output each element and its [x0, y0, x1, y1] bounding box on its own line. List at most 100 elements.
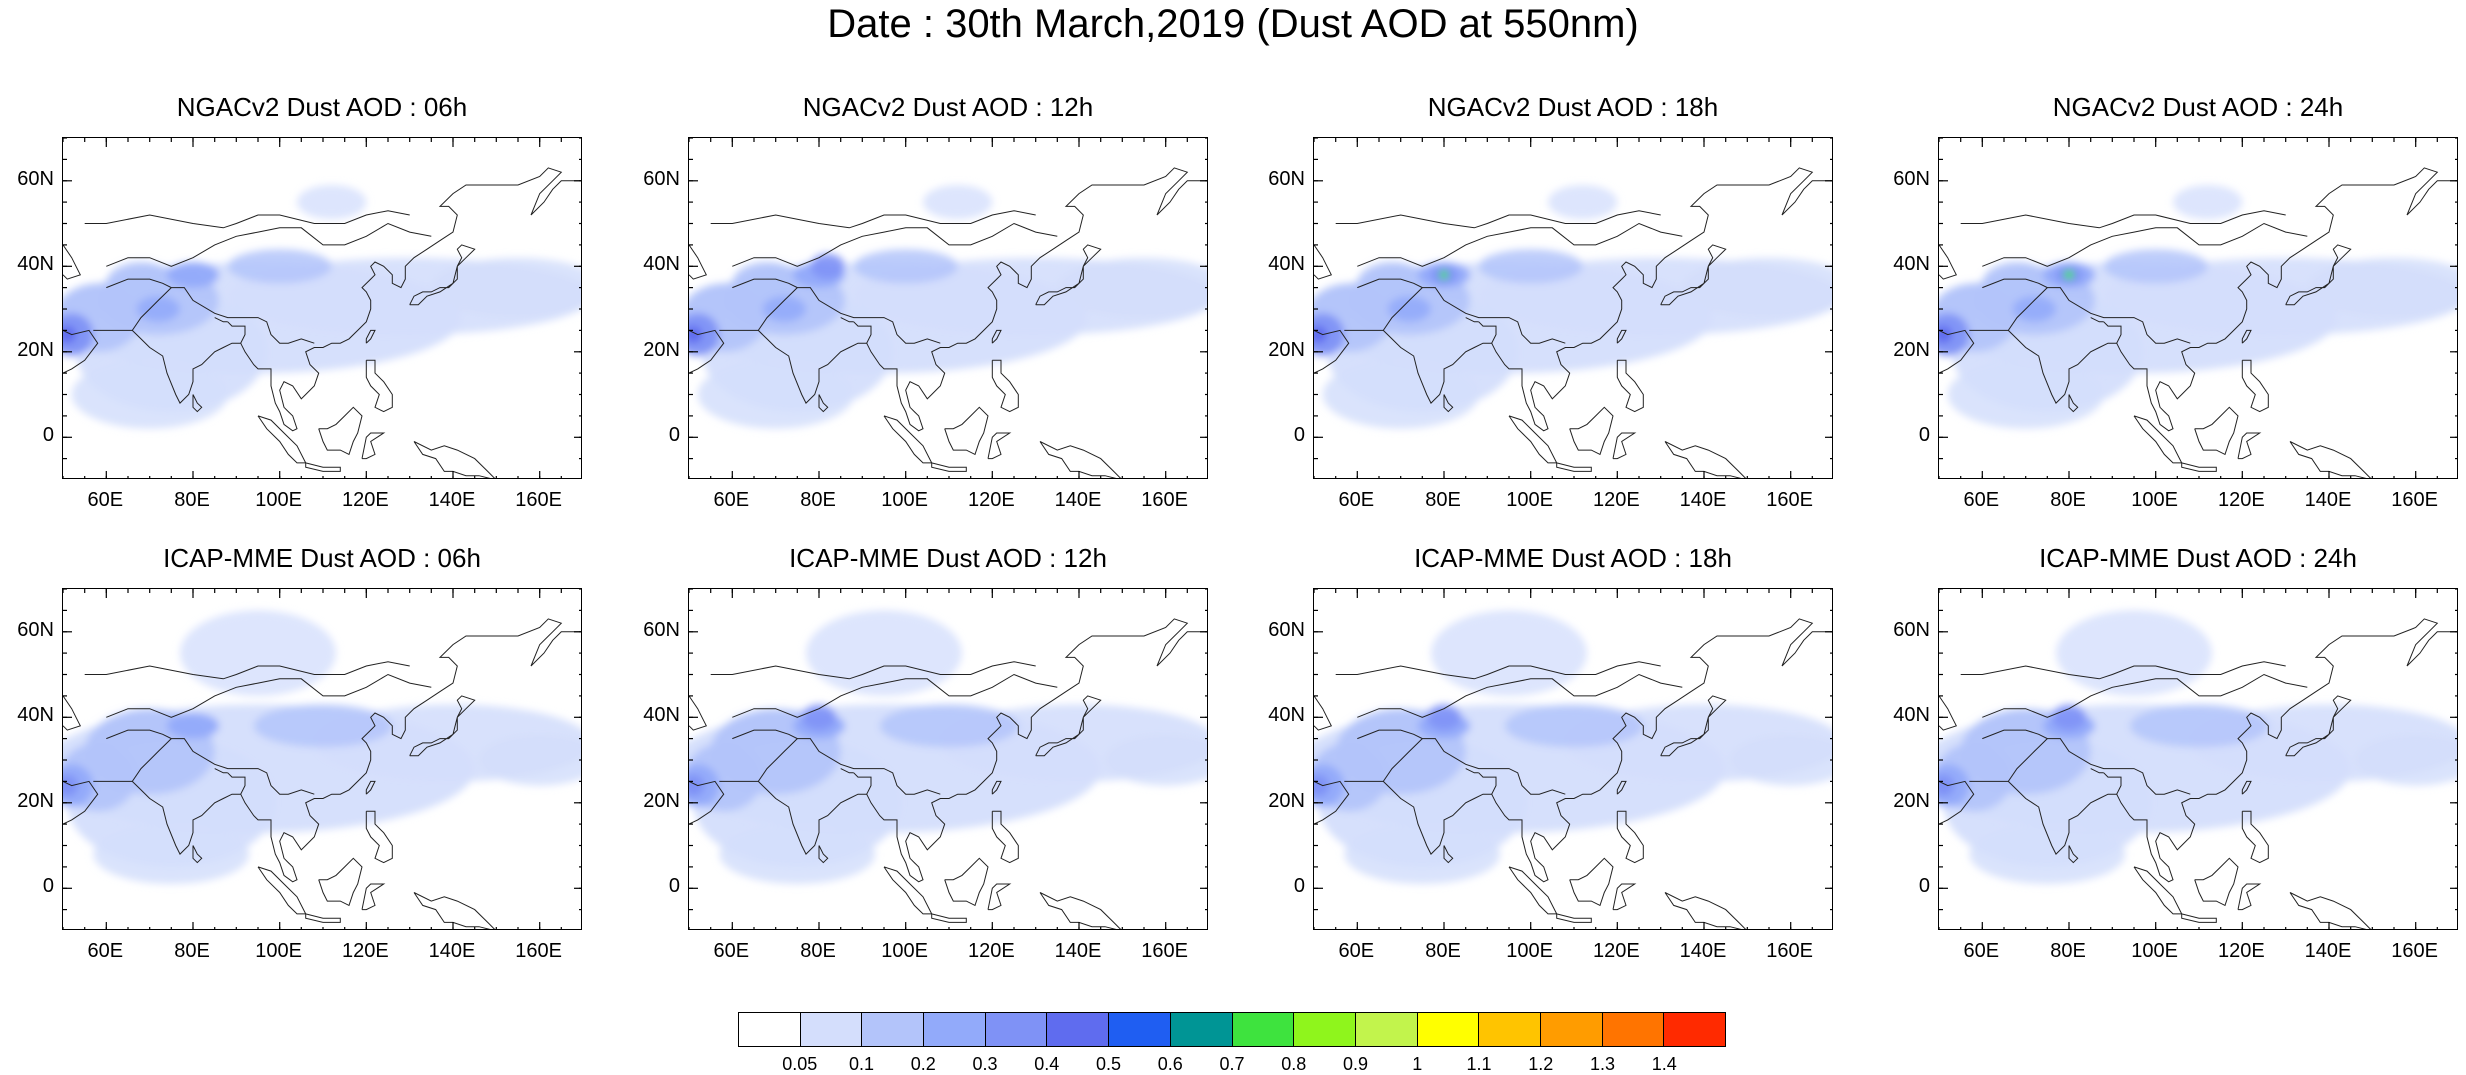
lon-tick-label: 80E	[2050, 940, 2086, 962]
figure-title: Date : 30th March,2019 (Dust AOD at 550n…	[827, 2, 1639, 46]
dust-region	[1357, 261, 1427, 305]
lon-tick-label: 100E	[881, 940, 929, 962]
lon-tick-label: 120E	[1592, 940, 1640, 962]
lat-tick-label: 0	[668, 875, 680, 898]
coastline	[1035, 695, 1102, 757]
coastline	[63, 760, 99, 825]
coastline	[1939, 760, 1975, 825]
lon-tick-label: 80E	[174, 489, 210, 511]
coastline	[2068, 394, 2079, 413]
dust-region	[689, 313, 720, 356]
lat-tick-label: 20N	[643, 338, 680, 361]
lat-tick-label: 0	[1293, 875, 1305, 898]
lat-tick-label: 0	[1918, 875, 1930, 898]
coastline	[2133, 415, 2183, 464]
coastline	[365, 359, 393, 413]
lon-tick-label: 120E	[2217, 489, 2265, 511]
panel-title: ICAP-MME Dust AOD : 24h	[2039, 543, 2357, 573]
coastline	[318, 857, 363, 907]
colorbar-swatch	[1232, 1013, 1295, 1046]
coastline	[2090, 768, 2104, 774]
axis-ticks	[1314, 589, 1832, 929]
coastline	[318, 406, 363, 456]
coastline	[1982, 729, 2191, 795]
lon-tick-label: 160E	[515, 489, 563, 511]
coastline	[689, 309, 725, 374]
dust-region	[2355, 734, 2457, 786]
coastline	[1960, 210, 2286, 229]
coastline	[818, 845, 829, 864]
dust-aod-map	[63, 138, 581, 478]
coastline	[1616, 810, 1644, 864]
map-panel-icap-18	[1313, 588, 1833, 930]
coastline	[1357, 673, 1683, 718]
coastline	[63, 309, 99, 374]
coastline	[1465, 317, 1479, 323]
coastline	[365, 780, 376, 795]
coastline	[1039, 441, 1122, 478]
lat-tick-label: 0	[1918, 424, 1930, 447]
coastline	[1664, 892, 1747, 929]
dust-region	[719, 824, 876, 884]
coastline	[214, 317, 228, 323]
coastline	[1939, 309, 1975, 374]
dust-region	[63, 764, 94, 807]
dust-region	[2012, 296, 2056, 322]
dust-region	[1314, 313, 1345, 356]
dust-region	[1939, 764, 1970, 807]
lat-tick-label: 20N	[17, 338, 54, 361]
lat-tick-label: 20N	[1893, 789, 1930, 812]
dust-region	[227, 249, 332, 284]
lat-tick-label: 0	[668, 424, 680, 447]
dust-field	[689, 185, 1207, 429]
coastlines	[63, 167, 581, 478]
coastline	[1314, 309, 1350, 374]
lat-tick-label: 0	[42, 875, 54, 898]
coastline	[93, 167, 581, 432]
axis-ticks	[689, 589, 1207, 929]
coastline	[2289, 892, 2372, 929]
colorbar-swatch	[1479, 1013, 1541, 1046]
dust-region	[1969, 824, 2126, 884]
map-panel-icap-24	[1938, 588, 2458, 930]
coastlines	[1939, 618, 2457, 929]
coastline	[192, 394, 203, 413]
coastline	[1556, 462, 1592, 472]
coastline	[1039, 892, 1122, 929]
coastline	[63, 695, 82, 731]
coastline	[1982, 278, 2191, 344]
lon-tick-label: 60E	[1338, 940, 1375, 962]
coastline	[2285, 244, 2352, 306]
dust-region	[431, 257, 581, 318]
coastline	[2241, 780, 2252, 795]
coastline	[131, 738, 172, 782]
coastlines	[1314, 167, 1832, 478]
lat-tick-label: 60N	[17, 618, 54, 641]
colorbar-swatch	[985, 1013, 1048, 1046]
map-panel-ngac-24	[1938, 137, 2458, 479]
coastlines	[689, 618, 1207, 929]
coastline	[1982, 222, 2308, 267]
dust-region	[2103, 249, 2208, 284]
lat-tick-label: 40N	[17, 704, 54, 727]
lon-tick-label: 120E	[1592, 489, 1640, 511]
dust-region	[1426, 704, 1462, 731]
dust-region	[1548, 185, 1618, 220]
coastline	[853, 772, 872, 795]
axis-ticks	[1314, 138, 1832, 478]
colorbar-swatch	[1170, 1013, 1233, 1046]
coastline	[2237, 432, 2262, 460]
axis-ticks	[689, 138, 1207, 478]
dust-region	[167, 713, 219, 739]
lon-tick-label: 60E	[87, 940, 124, 962]
coastline	[991, 359, 1019, 413]
lon-tick-label: 60E	[1963, 940, 2000, 962]
coastline	[732, 278, 941, 344]
coastline	[1314, 244, 1333, 280]
dust-region	[2307, 257, 2457, 318]
lat-tick-label: 60N	[1893, 618, 1930, 641]
coastline	[1443, 845, 1454, 864]
dust-aod-map	[1314, 138, 1832, 478]
dust-region	[762, 296, 806, 322]
dust-region	[63, 774, 79, 797]
